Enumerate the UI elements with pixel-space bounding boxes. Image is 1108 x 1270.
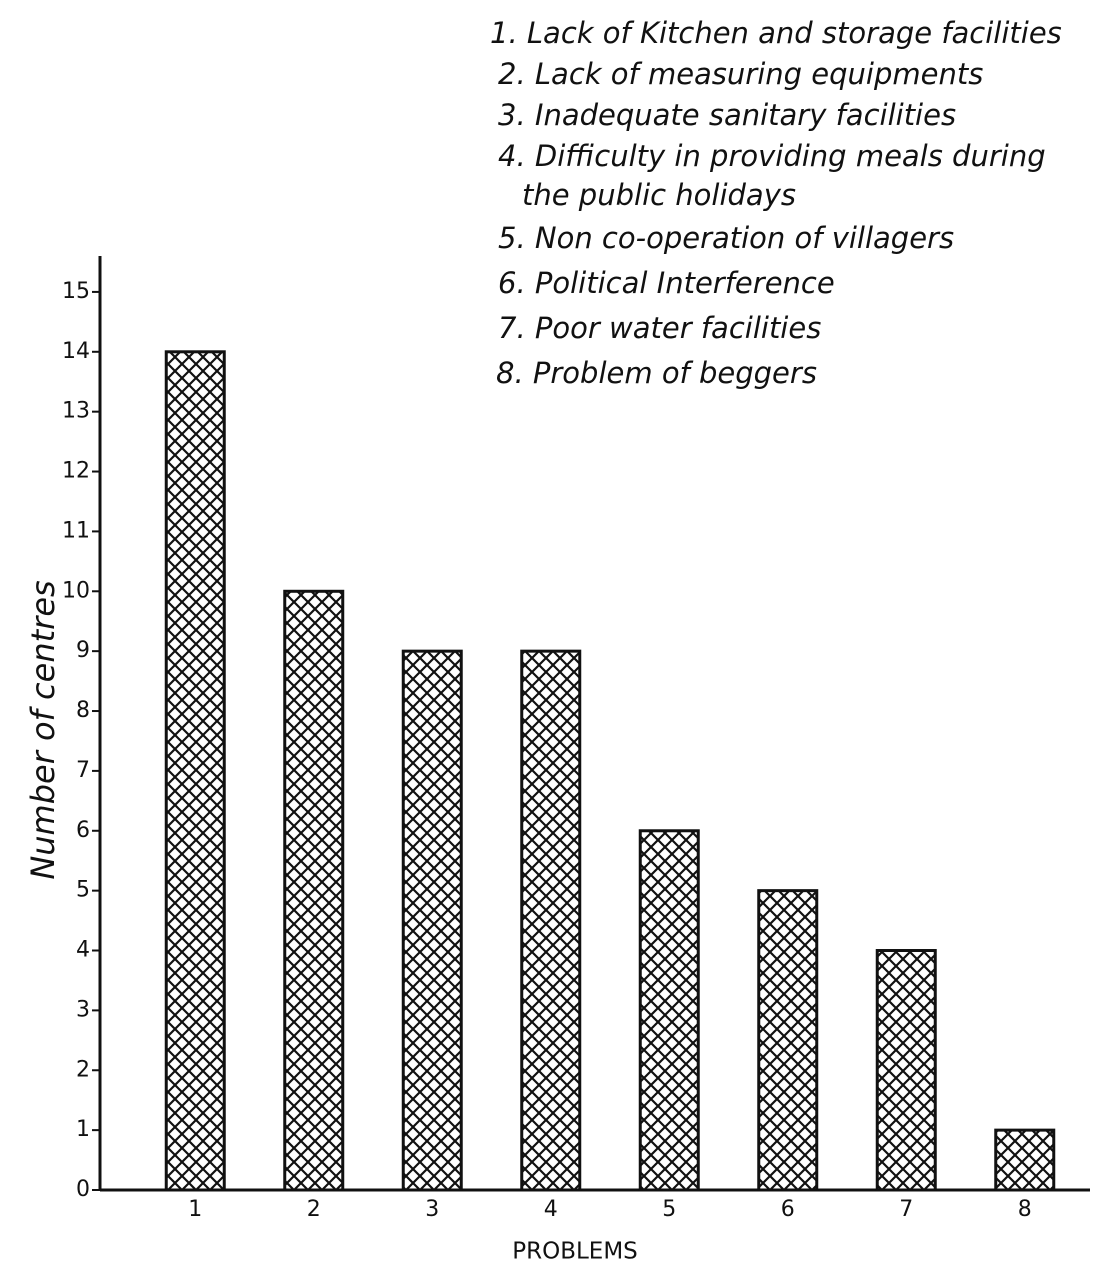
legend-note: 1. Lack of Kitchen and storage facilitie… [490,16,1062,50]
y-tick-label: 14 [62,339,90,364]
y-tick-label: 4 [76,938,90,963]
bar [994,1128,1056,1192]
x-tick-label: 2 [307,1197,321,1222]
x-tick-label: 5 [662,1197,676,1222]
y-tick-label: 15 [62,279,90,304]
legend-note: 2. Lack of measuring equipments [498,57,983,91]
x-axis-label: PROBLEMS [512,1239,638,1265]
x-tick-label: 3 [425,1197,439,1222]
y-tick-label: 3 [76,997,90,1022]
y-axis-label: Number of centres [24,580,62,879]
x-tick-label: 1 [188,1197,202,1222]
y-tick-label: 12 [62,459,90,484]
bar [875,949,937,1192]
y-tick-label: 8 [76,698,90,723]
y-tick-label: 1 [76,1117,90,1142]
legend-note: 8. Problem of beggers [496,356,817,390]
y-tick-label: 10 [62,578,90,603]
legend-note: 6. Political Interference [498,266,835,300]
legend-note: 4. Difficulty in providing meals during [498,139,1046,173]
legend-note: 7. Poor water facilities [498,311,821,345]
x-tick-label: 6 [781,1197,795,1222]
legend-note: 5. Non co-operation of villagers [498,221,954,255]
y-tick-label: 6 [76,818,90,843]
bar [520,649,582,1192]
legend-note: 3. Inadequate sanitary facilities [498,98,956,132]
y-tick-label: 13 [62,399,90,424]
y-tick-label: 9 [76,638,90,663]
y-tick-label: 11 [62,518,90,543]
bar [757,889,819,1192]
x-tick-label: 7 [899,1197,913,1222]
y-tick-label: 5 [76,878,90,903]
bar [401,649,463,1192]
x-tick-label: 8 [1018,1197,1032,1222]
legend-note: the public holidays [522,178,796,212]
y-tick-label: 0 [76,1177,90,1202]
bar [638,829,700,1192]
bar [283,589,345,1192]
x-tick-label: 4 [544,1197,558,1222]
bar [164,350,226,1192]
y-tick-label: 7 [76,758,90,783]
y-tick-label: 2 [76,1057,90,1082]
